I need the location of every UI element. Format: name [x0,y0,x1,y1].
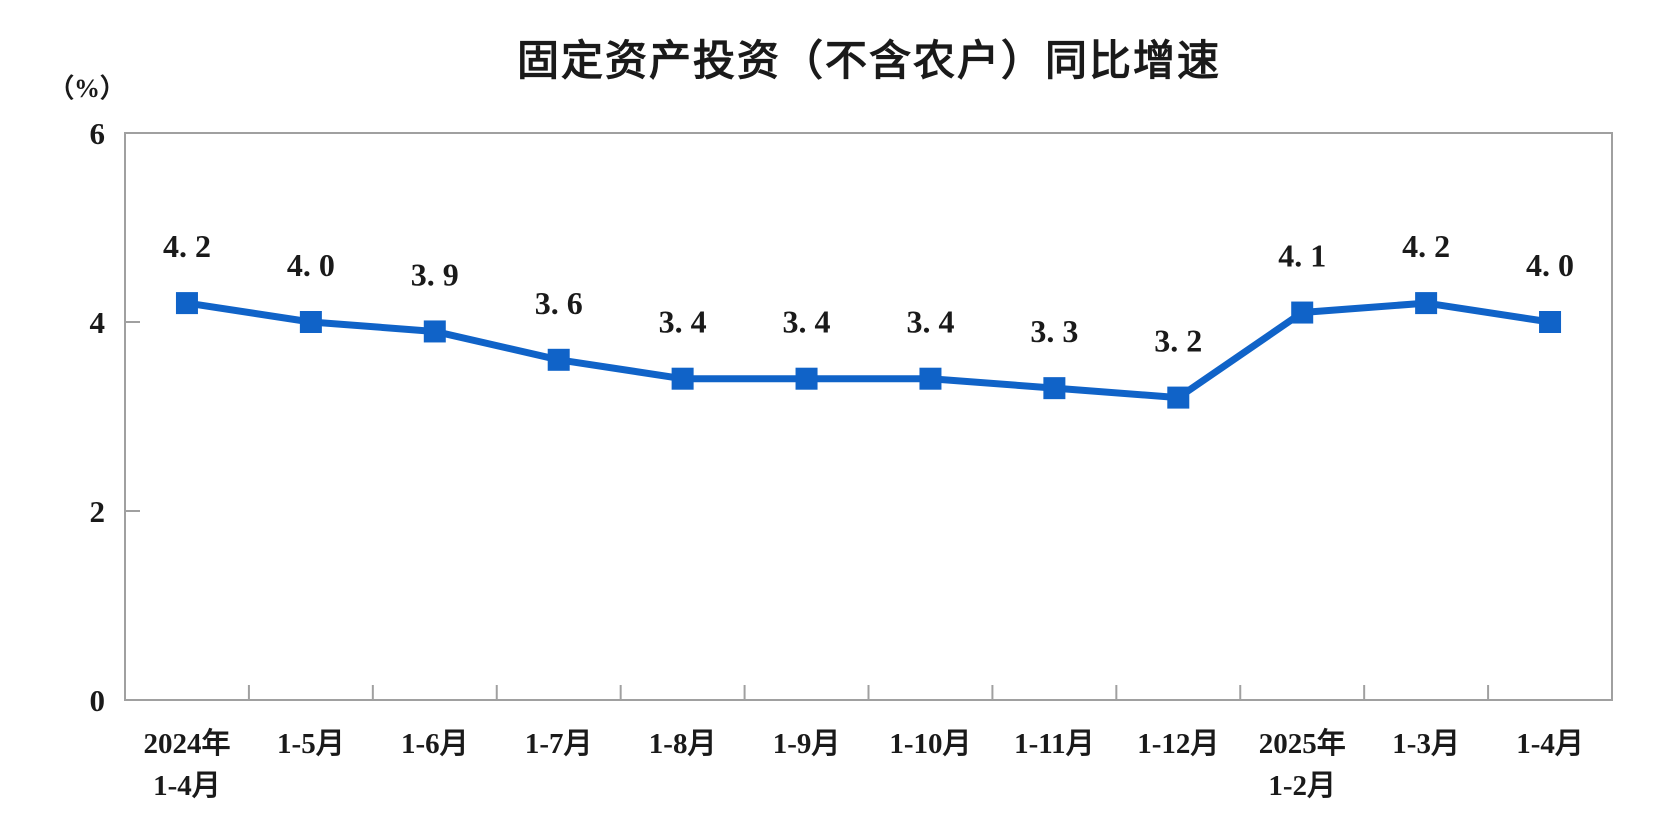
data-point-marker [1291,301,1314,324]
data-point-marker [1043,377,1066,400]
data-point-marker [1415,292,1438,315]
plot-border [124,132,1613,701]
x-axis-tick-label: 1-7月 [525,728,593,760]
series-line [183,299,1554,402]
data-point-marker [795,367,818,390]
data-point-label: 3. 6 [535,285,583,321]
data-point-marker [1167,386,1190,409]
data-point-marker [919,367,942,390]
y-axis-tick-label: 6 [90,116,106,151]
y-axis-tick-label: 0 [90,683,106,718]
data-point-marker [175,292,198,315]
x-axis-tick-label: 1-11月 [1014,728,1095,760]
y-axis-tick-label: 2 [90,494,106,529]
data-point-label: 4. 0 [287,247,335,283]
x-axis-tick-label: 1-3月 [1392,728,1460,760]
x-axis-tick-label: 1-6月 [401,728,469,760]
x-axis-tick-label: 1-5月 [277,728,345,760]
data-point-label: 4. 2 [1402,228,1450,264]
data-point-label: 3. 9 [411,256,459,292]
data-point-marker [547,348,570,371]
data-point-label: 4. 1 [1278,238,1326,274]
data-point-label: 4. 2 [163,228,211,264]
x-axis-tick-label: 1-9月 [773,728,841,760]
chart-title: 固定资产投资（不含农户）同比增速 [516,37,1221,84]
y-axis-tick-label: 4 [90,305,106,340]
data-point-label: 3. 3 [1030,313,1078,349]
data-point-label: 3. 4 [783,304,831,340]
data-point-label: 3. 4 [659,304,707,340]
x-axis-tick-label: 1-4月 [1516,728,1584,760]
data-point-marker [423,320,446,343]
x-axis-tick-label: 1-10月 [889,728,971,760]
y-axis-unit-label: （%） [48,74,127,103]
x-axis-tick-label: 1-8月 [649,728,717,760]
x-axis-tick-label: 2024年 1-4月 [143,726,230,802]
data-point-label: 3. 4 [906,304,954,340]
x-axis-tick-label: 2025年 1-2月 [1259,726,1346,802]
x-axis-tick-label: 1-12月 [1137,728,1219,760]
data-point-label: 4. 0 [1526,247,1574,283]
data-point-marker [1539,311,1562,333]
data-point-label: 3. 2 [1154,323,1202,359]
data-point-marker [671,367,694,390]
data-point-marker [299,311,322,333]
